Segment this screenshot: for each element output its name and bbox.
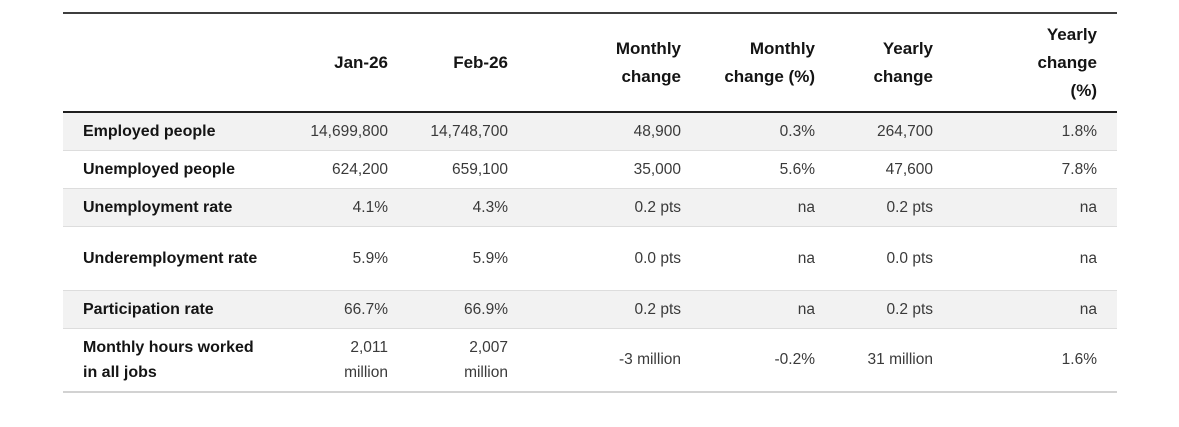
row-label: Unemployment rate: [63, 188, 283, 227]
cell-value: na: [953, 226, 1117, 291]
cell-value: 0.3%: [701, 112, 835, 151]
col-header-blank: [63, 12, 283, 113]
row-label: Employed people: [63, 112, 283, 151]
row-label: Monthly hours worked in all jobs: [63, 328, 283, 393]
row-unemployed-people: Unemployed people 624,200 659,100 35,000…: [63, 150, 1117, 189]
cell-value: 66.9%: [408, 290, 528, 329]
cell-value: 47,600: [835, 150, 953, 189]
cell-value: -0.2%: [701, 328, 835, 393]
cell-value: 7.8%: [953, 150, 1117, 189]
cell-value: 5.9%: [283, 226, 408, 291]
col-header-jan-26: Jan-26: [283, 12, 408, 113]
cell-value: 31 million: [835, 328, 953, 393]
stats-table-wrap: Jan-26 Feb-26 Monthly change Monthly cha…: [63, 12, 1117, 393]
cell-value: na: [701, 226, 835, 291]
labour-force-stats-table: Jan-26 Feb-26 Monthly change Monthly cha…: [63, 12, 1117, 393]
row-participation-rate: Participation rate 66.7% 66.9% 0.2 pts n…: [63, 290, 1117, 329]
table-header: Jan-26 Feb-26 Monthly change Monthly cha…: [63, 12, 1117, 113]
cell-value: 48,900: [528, 112, 701, 151]
cell-value: 14,748,700: [408, 112, 528, 151]
cell-value: -3 million: [528, 328, 701, 393]
cell-value: 4.1%: [283, 188, 408, 227]
col-header-feb-26-label: Feb-26: [453, 52, 508, 72]
col-header-yearly-change-pct: Yearly change (%): [953, 12, 1117, 113]
cell-value: 2,007 million: [408, 328, 528, 393]
cell-value: 0.0 pts: [528, 226, 701, 291]
cell-value: 659,100: [408, 150, 528, 189]
cell-value: 624,200: [283, 150, 408, 189]
row-underemployment-rate: Underemployment rate 5.9% 5.9% 0.0 pts n…: [63, 226, 1117, 291]
row-monthly-hours-worked: Monthly hours worked in all jobs 2,011 m…: [63, 328, 1117, 393]
cell-value: 2,011 million: [283, 328, 408, 393]
table-body: Employed people 14,699,800 14,748,700 48…: [63, 112, 1117, 393]
col-header-yearly-change-pct-label: Yearly change (%): [1037, 24, 1097, 100]
cell-value: 0.2 pts: [528, 290, 701, 329]
header-row: Jan-26 Feb-26 Monthly change Monthly cha…: [63, 12, 1117, 113]
col-header-yearly-change: Yearly change: [835, 12, 953, 113]
col-header-monthly-change-pct: Monthly change (%): [701, 12, 835, 113]
cell-value: 0.2 pts: [528, 188, 701, 227]
cell-value: 1.8%: [953, 112, 1117, 151]
cell-value: 35,000: [528, 150, 701, 189]
row-unemployment-rate: Unemployment rate 4.1% 4.3% 0.2 pts na 0…: [63, 188, 1117, 227]
cell-value: 0.2 pts: [835, 290, 953, 329]
cell-value: na: [953, 188, 1117, 227]
col-header-feb-26: Feb-26: [408, 12, 528, 113]
cell-value: na: [701, 188, 835, 227]
cell-value: 264,700: [835, 112, 953, 151]
col-header-monthly-change-label: Monthly change: [615, 38, 681, 86]
cell-value: 1.6%: [953, 328, 1117, 393]
col-header-monthly-change-pct-label: Monthly change (%): [724, 38, 815, 86]
cell-value: 66.7%: [283, 290, 408, 329]
row-label: Unemployed people: [63, 150, 283, 189]
cell-value: 5.9%: [408, 226, 528, 291]
cell-value: 0.0 pts: [835, 226, 953, 291]
cell-value: 5.6%: [701, 150, 835, 189]
row-label: Underemployment rate: [63, 226, 283, 291]
col-header-monthly-change: Monthly change: [528, 12, 701, 113]
cell-value: 4.3%: [408, 188, 528, 227]
col-header-jan-26-label: Jan-26: [334, 52, 388, 72]
cell-value: 0.2 pts: [835, 188, 953, 227]
row-label: Participation rate: [63, 290, 283, 329]
col-header-yearly-change-label: Yearly change: [873, 38, 933, 86]
cell-value: na: [701, 290, 835, 329]
cell-value: 14,699,800: [283, 112, 408, 151]
row-employed-people: Employed people 14,699,800 14,748,700 48…: [63, 112, 1117, 151]
cell-value: na: [953, 290, 1117, 329]
